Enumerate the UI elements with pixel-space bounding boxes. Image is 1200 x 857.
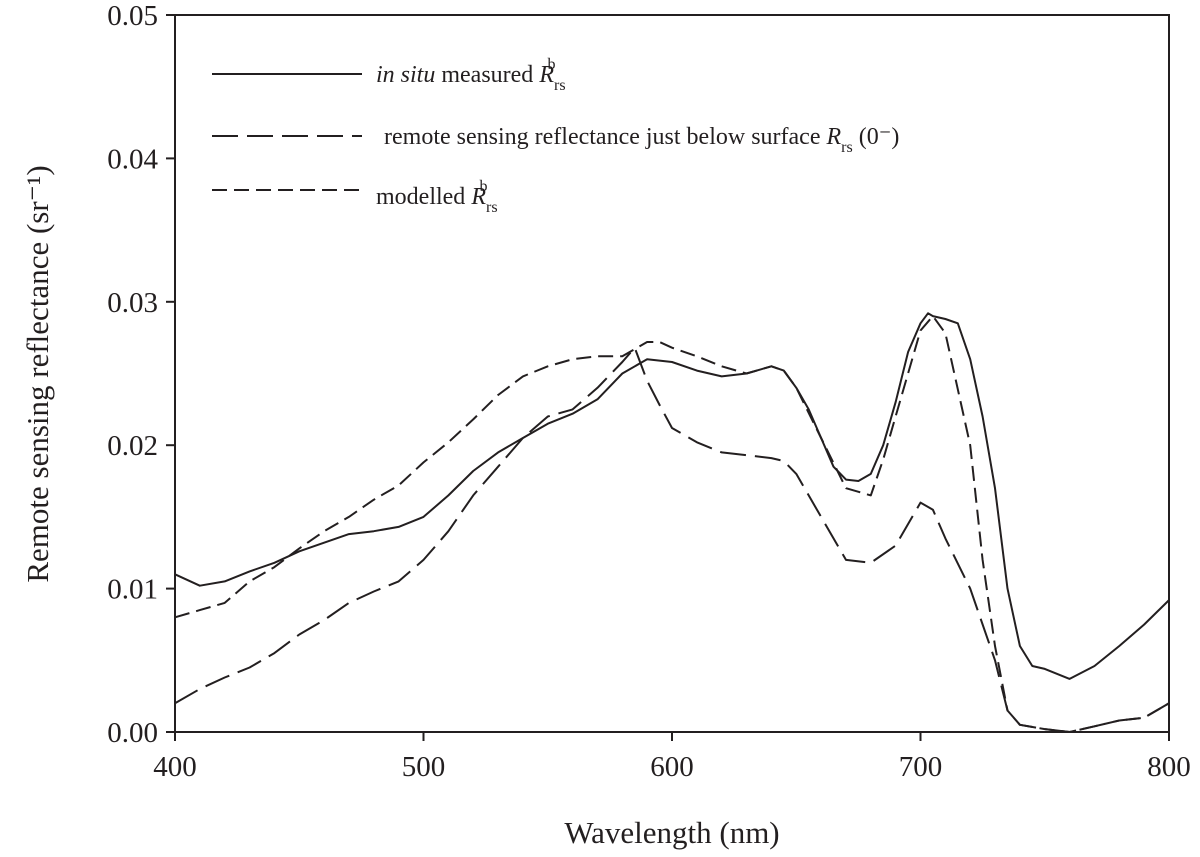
ticks-layer: 400 500 600 700 800 0.00 0.01 0.02 0.03 0.04 0.05: [107, 0, 1191, 783]
y-tick-label: 0.00: [107, 717, 158, 749]
legend: in situ measured Rrsb remote sensing ref…: [212, 56, 899, 216]
plot-frame: [174, 14, 1170, 733]
legend-entry-below-surface: remote sensing reflectance just below su…: [384, 124, 899, 156]
series-line-long-dash: [174, 346, 1170, 733]
y-tick-label: 0.04: [107, 143, 158, 175]
series-line-solid: [174, 312, 1170, 680]
x-tick-label: 600: [650, 751, 694, 783]
x-tick-label: 700: [899, 751, 943, 783]
series-layer: [174, 312, 1170, 733]
x-tick-label: 800: [1147, 751, 1191, 783]
y-tick-label: 0.01: [107, 574, 158, 606]
legend-entry-modelled: modelled Rrsb: [376, 178, 498, 216]
x-axis-label: Wavelength (nm): [564, 815, 779, 850]
series-line-short-dash: [174, 315, 1170, 733]
y-tick-label: 0.02: [107, 430, 158, 462]
y-axis-label: Remote sensing reflectance (sr⁻¹): [20, 165, 55, 582]
legend-entry-in-situ: in situ measured Rrsb: [376, 56, 566, 94]
y-tick-label: 0.03: [107, 287, 158, 319]
x-tick-label: 400: [153, 751, 197, 783]
y-tick-label: 0.05: [107, 0, 158, 32]
x-tick-label: 500: [402, 751, 446, 783]
